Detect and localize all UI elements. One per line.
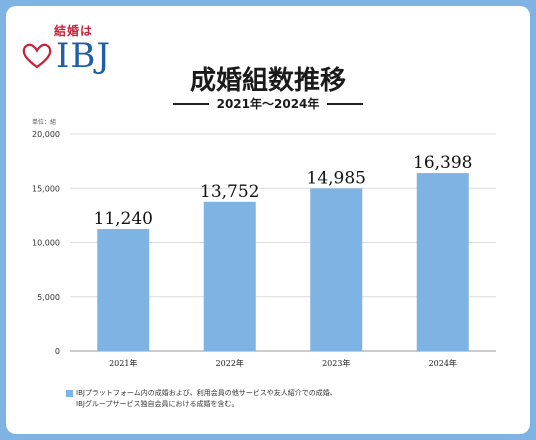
y-tick-label: 0 — [55, 347, 60, 356]
bar — [203, 201, 256, 351]
data-label: 11,240 — [94, 209, 153, 229]
bar — [97, 229, 150, 351]
footnote-line: IBJグループサービス独自会員における成婚を含む。 — [76, 400, 239, 408]
logo-brand: IBJ — [56, 36, 112, 76]
subtitle-rule-left — [172, 102, 209, 105]
x-tick-label: 2024年 — [429, 358, 457, 368]
y-tick-label: 20,000 — [32, 130, 60, 139]
logo-tagline: 結婚は — [54, 24, 94, 38]
footnote-swatch — [66, 390, 73, 397]
y-tick-label: 15,000 — [32, 184, 60, 193]
bar — [310, 188, 363, 351]
unit-label: 単位：組 — [32, 119, 57, 126]
chart-card: 結婚は IBJ 成婚組数推移 2021年〜2024年 単位：組 0 5,000 10… — [6, 6, 530, 434]
data-label: 16,398 — [413, 153, 472, 173]
ibj-logo: 結婚は IBJ — [22, 20, 122, 84]
x-tick-label: 2022年 — [216, 358, 244, 368]
chart-title: 成婚組数推移 — [189, 66, 346, 96]
y-tick-label: 10,000 — [32, 239, 60, 248]
heart-icon — [22, 43, 52, 69]
x-tick-label: 2023年 — [322, 358, 350, 368]
y-tick-label: 5,000 — [37, 293, 60, 302]
x-tick-label: 2021年 — [109, 358, 137, 368]
data-label: 14,985 — [307, 168, 366, 188]
footnote-line: IBJプラットフォーム内の成婚および、利用会員の他サービスや友人紹介での成婚、 — [76, 389, 337, 397]
data-label: 13,752 — [200, 182, 259, 202]
subtitle-row: 2021年〜2024年 — [6, 95, 530, 112]
footnote: IBJプラットフォーム内の成婚および、利用会員の他サービスや友人紹介での成婚、 … — [66, 388, 506, 410]
chart-subtitle: 2021年〜2024年 — [216, 97, 320, 111]
footnote-text: IBJプラットフォーム内の成婚および、利用会員の他サービスや友人紹介での成婚、 … — [76, 388, 337, 410]
bar — [416, 173, 469, 351]
subtitle-rule-right — [327, 102, 364, 105]
bar-chart: 0 5,000 10,000 15,000 20,000 11,240 2021年 13,75… — [32, 130, 496, 368]
